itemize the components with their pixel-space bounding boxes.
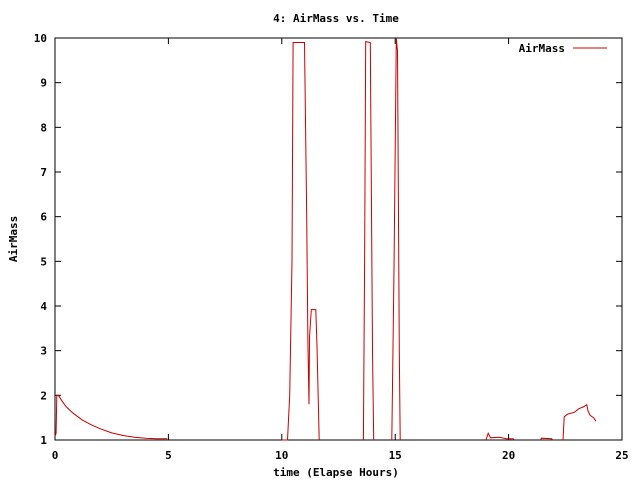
x-tick-label: 20 [502,449,515,462]
x-tick-label: 25 [615,449,628,462]
y-tick-label: 2 [40,389,47,402]
legend: AirMass [519,42,607,55]
series-line-airmass [539,437,554,441]
x-tick-label: 0 [52,449,59,462]
series-line-airmass [391,37,401,441]
x-tick-label: 5 [165,449,172,462]
x-tick-label: 10 [275,449,288,462]
x-axis-label: time (Elapse Hours) [273,466,399,479]
y-tick-label: 10 [34,32,47,45]
y-tick-label: 6 [40,211,47,224]
chart-title: 4: AirMass vs. Time [273,12,399,25]
series-line-airmass [281,42,320,441]
series-line-airmass [54,394,168,440]
plot-frame [54,37,623,441]
x-tick-label: 15 [389,449,402,462]
series-layer [54,37,597,441]
series-line-airmass [362,40,375,441]
y-tick-label: 8 [40,121,47,134]
y-axis-label: AirMass [7,216,20,262]
y-tick-label: 4 [40,300,47,313]
series-line-airmass [562,403,597,441]
y-tick-label: 7 [40,166,47,179]
y-tick-label: 3 [40,345,47,358]
y-tick-label: 5 [40,255,47,268]
x-axis-ticks: 0 5 10 15 20 25 [52,38,629,462]
y-tick-label: 9 [40,77,47,90]
series-line-airmass [485,432,515,441]
y-tick-label: 1 [40,434,47,447]
legend-label-airmass: AirMass [519,42,565,55]
y-axis-ticks: 1 2 3 4 5 6 7 8 9 10 [34,32,622,447]
